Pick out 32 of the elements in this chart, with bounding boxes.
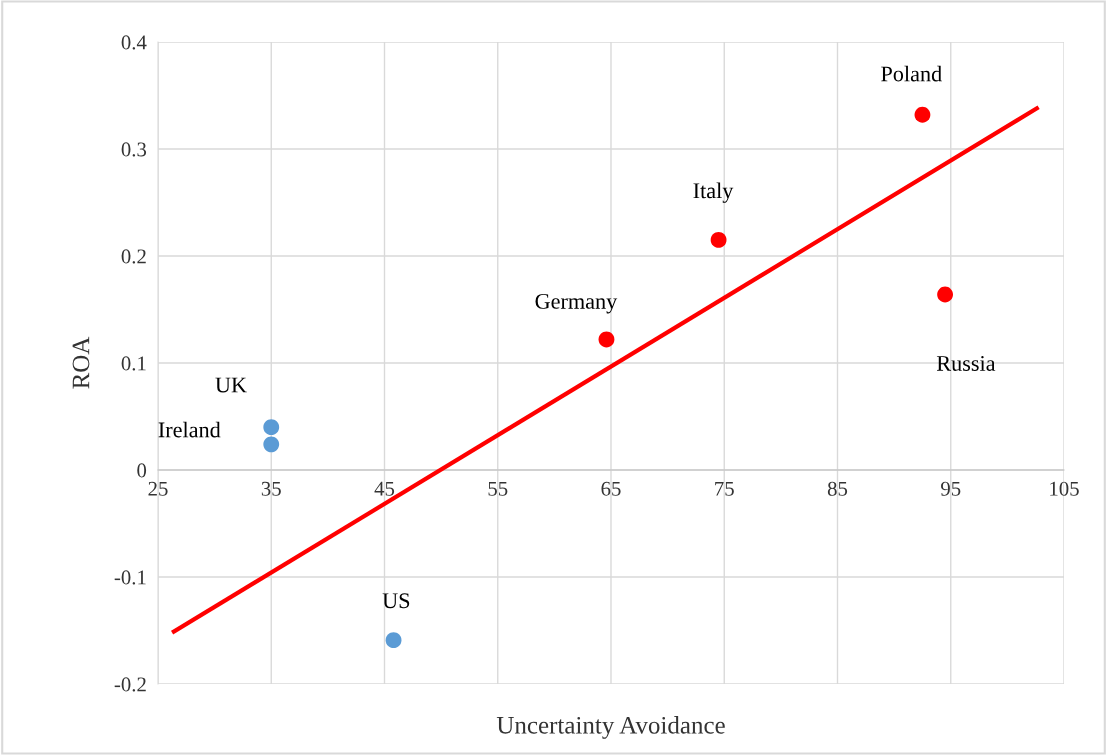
annotation: Poland (881, 65, 942, 82)
x-tick-label: 65 (601, 481, 621, 496)
annotation: Russia (936, 355, 996, 371)
x-tick-label: 105 (1050, 481, 1079, 496)
annotation: US (382, 593, 410, 609)
x-tick-label: 75 (715, 481, 734, 496)
annotation: UK (215, 377, 247, 393)
x-tick-label: 35 (261, 481, 281, 496)
x-tick-label: 45 (374, 481, 395, 496)
x-tick-label: 55 (488, 481, 508, 496)
point (263, 419, 280, 436)
annotation: Germany (535, 293, 618, 314)
annotation: Italy (693, 182, 734, 203)
x-axis-title: Uncertainty Avoidance (496, 716, 725, 739)
x-tick-label: 85 (827, 481, 848, 496)
y-tick-label: 0.4 (121, 35, 147, 50)
x-tick-label: 95 (941, 481, 961, 496)
y-axis-title: ROA (72, 336, 90, 389)
point (914, 106, 931, 123)
point (598, 331, 615, 348)
point (263, 436, 280, 453)
x-tick-label: 25 (148, 481, 168, 496)
y-tick-label: 0.3 (121, 142, 147, 157)
y-tick-label: -0.1 (114, 570, 146, 585)
y-tick-label: 0.1 (121, 356, 146, 371)
point (710, 232, 727, 248)
y-tick-label: 0 (137, 463, 147, 478)
point (937, 286, 954, 303)
annotation: Ireland (158, 421, 221, 438)
y-tick-label: 0.2 (121, 249, 146, 264)
point (385, 632, 402, 649)
y-tick-label: -0.2 (114, 677, 146, 692)
